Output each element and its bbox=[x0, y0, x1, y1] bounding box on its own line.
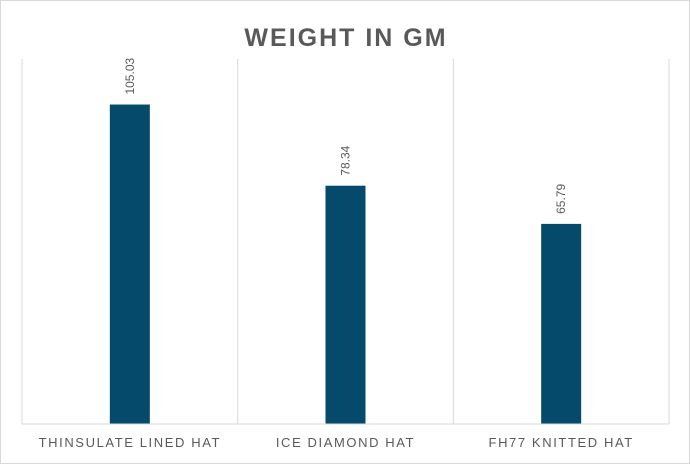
category-label: ICE DIAMOND HAT bbox=[276, 435, 415, 450]
category-label: THINSULATE LINED HAT bbox=[39, 435, 221, 450]
bar bbox=[325, 185, 366, 424]
data-labels: 105.03 78.34 65.79 bbox=[123, 58, 568, 214]
category-label: FH77 KNITTED HAT bbox=[489, 435, 634, 450]
data-label: 78.34 bbox=[339, 145, 353, 175]
bars bbox=[109, 104, 582, 424]
data-label: 65.79 bbox=[554, 184, 568, 214]
gridlines bbox=[21, 59, 670, 424]
category-axis: THINSULATE LINED HAT ICE DIAMOND HAT FH77 … bbox=[22, 423, 669, 450]
bar bbox=[109, 104, 150, 424]
data-label: 105.03 bbox=[123, 58, 137, 95]
bar bbox=[541, 223, 582, 424]
chart-title: WEIGHT IN GM bbox=[244, 24, 447, 52]
